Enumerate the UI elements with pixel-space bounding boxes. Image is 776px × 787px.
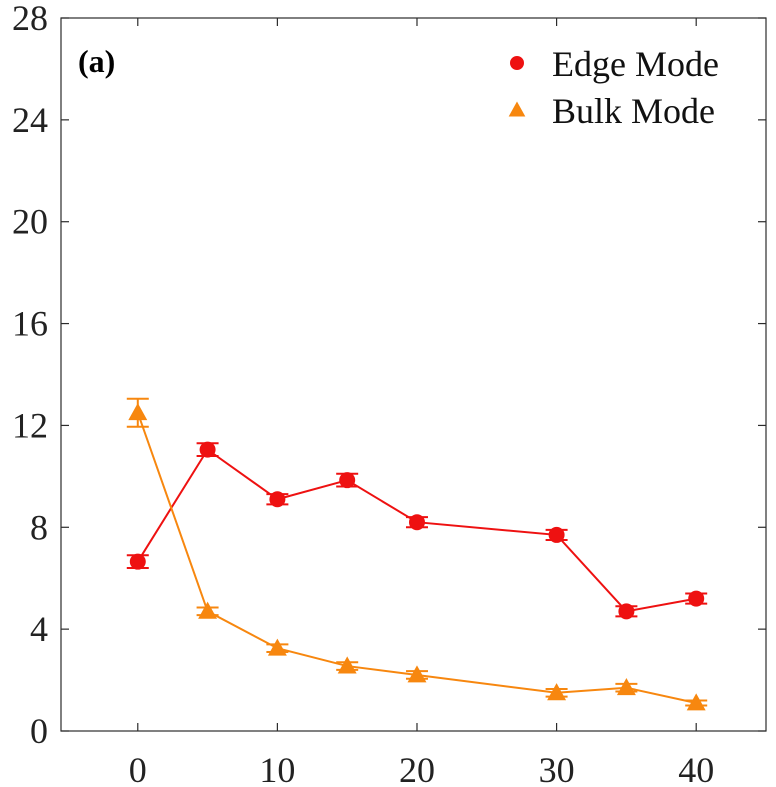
data-point-bulk-mode — [267, 638, 287, 656]
data-point-bulk-mode — [198, 601, 218, 619]
y-tick-label: 24 — [12, 100, 48, 140]
data-point-bulk-mode — [686, 693, 706, 711]
series-bulk-mode — [126, 397, 708, 711]
series-edge-mode — [126, 441, 708, 620]
data-point-edge-mode — [618, 603, 635, 620]
legend-marker-bulk-mode — [508, 101, 526, 117]
series-line-edge-mode — [136, 448, 697, 613]
y-tick-label: 0 — [30, 711, 48, 751]
legend-label-bulk-mode: Bulk Mode — [552, 91, 715, 131]
series-line-bulk-mode — [136, 412, 697, 704]
legend-label-edge-mode: Edge Mode — [552, 44, 719, 84]
legend-marker-edge-mode — [510, 56, 524, 70]
plot-frame — [60, 17, 767, 732]
y-tick-label: 12 — [12, 405, 48, 445]
data-point-bulk-mode — [407, 665, 427, 683]
x-tick-label: 20 — [399, 750, 435, 787]
data-point-edge-mode — [339, 472, 356, 489]
panel-label: (a) — [78, 43, 115, 79]
data-point-bulk-mode — [337, 656, 357, 674]
series-layer — [126, 397, 708, 711]
x-tick-label: 30 — [539, 750, 575, 787]
x-tick-label: 0 — [129, 750, 147, 787]
data-point-bulk-mode — [128, 403, 148, 421]
axes: 0 4 8 12 16 20 24 28 0 10 20 30 40 — [12, 0, 766, 787]
y-tick-label: 16 — [12, 304, 48, 344]
data-point-edge-mode — [688, 590, 705, 607]
data-point-bulk-mode — [547, 683, 567, 701]
data-point-edge-mode — [548, 526, 565, 543]
x-tick-label: 10 — [259, 750, 295, 787]
y-tick-label: 8 — [30, 507, 48, 547]
data-point-edge-mode — [129, 553, 146, 570]
data-point-edge-mode — [408, 514, 425, 531]
data-point-edge-mode — [199, 441, 216, 458]
y-tick-label: 20 — [12, 202, 48, 242]
legend: Edge Mode Bulk Mode — [508, 44, 719, 131]
data-point-bulk-mode — [616, 678, 636, 696]
y-tick-label: 4 — [30, 609, 48, 649]
y-tick-label: 28 — [12, 0, 48, 38]
x-tick-label: 40 — [678, 750, 714, 787]
data-point-edge-mode — [269, 491, 286, 508]
